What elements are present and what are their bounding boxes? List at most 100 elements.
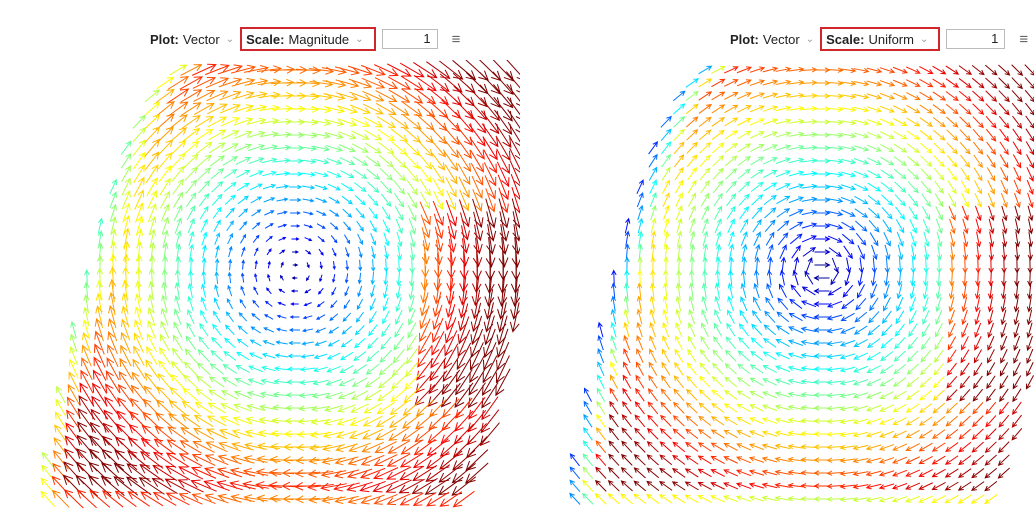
vector-arrow [840, 67, 857, 74]
scale-dropdown[interactable]: Scale: Magnitude ⌄ [240, 27, 376, 51]
factor-input[interactable]: 1 [946, 29, 1006, 49]
vector-arrow [748, 482, 765, 489]
vector-arrow [349, 416, 370, 426]
vector-arrow [907, 168, 920, 180]
vector-arrow [109, 178, 117, 195]
vector-arrow [350, 117, 371, 127]
vector-arrow [401, 413, 422, 429]
factor-input[interactable]: 1 [381, 29, 438, 49]
vector-arrow [174, 269, 181, 286]
vector-arrow [443, 343, 459, 370]
vector-arrow [1027, 270, 1033, 287]
vector-arrow [921, 206, 931, 221]
vector-arrow [648, 361, 658, 376]
vector-arrow [248, 365, 263, 373]
vector-arrow [1014, 218, 1021, 235]
vector-arrow [892, 443, 908, 451]
vector-arrow [445, 200, 458, 227]
vector-arrow [701, 217, 709, 234]
vector-arrow [623, 321, 630, 338]
vector-arrow [865, 457, 882, 464]
vector-arrow [230, 64, 257, 74]
vector-arrow [895, 206, 906, 220]
menu-icon[interactable]: ≡ [451, 30, 461, 48]
vector-arrow [497, 276, 508, 308]
vector-arrow [853, 339, 868, 348]
vector-arrow [921, 323, 931, 338]
vector-arrow [366, 350, 380, 362]
vector-arrow [171, 360, 185, 377]
vector-arrow [452, 490, 475, 508]
chevron[interactable]: ⌄ [225, 33, 235, 45]
vector-arrow [121, 165, 132, 183]
vector-arrow [987, 309, 994, 326]
vector-arrow [300, 354, 315, 359]
vector-arrow [249, 170, 264, 178]
vector-arrow [975, 270, 981, 287]
vector-arrow [775, 131, 792, 138]
vector-arrow [893, 168, 907, 180]
vector-arrow [958, 90, 972, 102]
vector-arrow [674, 154, 685, 168]
vector-arrow [251, 221, 261, 230]
plot-dropdown[interactable]: Vector [182, 31, 220, 47]
vector-arrow [311, 405, 330, 412]
vector-arrow [202, 244, 207, 259]
vector-arrow [906, 130, 921, 140]
vector-arrow [366, 168, 381, 180]
vector-arrow [800, 378, 817, 385]
vector-arrow [814, 80, 831, 86]
scale-dropdown[interactable]: Scale: Uniform ⌄ [820, 27, 941, 51]
vector-arrow [187, 295, 194, 312]
vector-arrow [134, 189, 145, 210]
vector-arrow [621, 414, 632, 428]
vector-arrow [1027, 231, 1034, 248]
vector-arrow [100, 462, 125, 484]
vector-arrow [622, 374, 632, 389]
vector-arrow [800, 405, 817, 411]
vector-arrow [214, 270, 219, 284]
vector-arrow [787, 495, 804, 502]
vector-arrow [155, 412, 175, 430]
vector-arrow [788, 209, 804, 217]
vector-arrow [120, 140, 132, 155]
vector-arrow [274, 157, 291, 164]
vector-arrow [264, 210, 275, 216]
vector-arrow [333, 469, 360, 479]
vector-arrow [918, 482, 933, 490]
vector-arrow [870, 270, 877, 287]
vector-arrow [311, 119, 332, 126]
vector-arrow [624, 243, 630, 260]
vector-arrow [505, 71, 520, 93]
vector-arrow [104, 383, 121, 407]
menu-icon[interactable]: ≡ [1019, 30, 1029, 48]
vector-arrow [107, 331, 118, 355]
vector-arrow [698, 103, 712, 114]
vector-arrow [805, 256, 813, 273]
vector-arrow [245, 104, 268, 112]
vector-arrow [496, 161, 510, 188]
vector-arrow [646, 441, 659, 453]
vector-arrow [120, 152, 132, 169]
vector-arrow [947, 336, 957, 351]
vector-arrow [92, 369, 108, 394]
chevron[interactable]: ⌄ [805, 33, 815, 45]
vector-arrow [685, 103, 699, 115]
plot-dropdown[interactable]: Vector [762, 31, 800, 47]
vector-arrow [800, 470, 817, 476]
vector-arrow [173, 321, 183, 338]
vector-arrow [253, 247, 259, 256]
vector-arrow [220, 403, 239, 413]
vector-arrow [660, 374, 671, 389]
vector-arrow [814, 106, 831, 112]
vector-arrow [919, 104, 934, 114]
vector-arrow [596, 400, 606, 415]
vector-arrow [710, 482, 725, 490]
vector-arrow [411, 478, 438, 495]
vector-arrow [349, 91, 372, 102]
vector-arrow [959, 389, 971, 402]
vector-arrow [361, 441, 384, 453]
vector-arrow [261, 157, 278, 164]
vector-arrow [826, 470, 843, 476]
vector-arrow [736, 92, 752, 100]
